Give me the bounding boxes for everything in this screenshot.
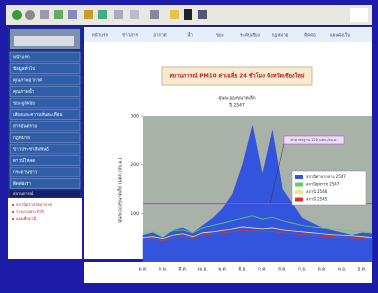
menu-label[interactable]: สารอันตราย bbox=[13, 124, 37, 130]
nav-link[interactable]: ติดต่อ bbox=[304, 33, 316, 39]
sidebar-links-bg bbox=[8, 198, 82, 259]
home-button[interactable] bbox=[68, 10, 77, 19]
menu-label[interactable]: ขยะมูลฝอย bbox=[13, 101, 35, 107]
x-tick-label: ก.ค. bbox=[258, 268, 267, 273]
folder-button[interactable] bbox=[170, 10, 179, 19]
browser-logo bbox=[350, 8, 368, 22]
menu-label[interactable]: คุณภาพน้ำ bbox=[13, 88, 35, 95]
link-bullet bbox=[12, 211, 14, 213]
x-tick-label: มี.ค. bbox=[178, 267, 187, 273]
sidebar-link[interactable]: แผนที่สถานี bbox=[16, 216, 36, 221]
legend-label: สถานี 2545 bbox=[306, 197, 328, 202]
x-tick-label: ธ.ค. bbox=[358, 267, 367, 273]
content-bottom bbox=[84, 262, 372, 283]
x-tick-label: พ.ค. bbox=[218, 267, 227, 273]
sidebar-link[interactable]: สถานีตรวจวัดอากาศ bbox=[16, 202, 52, 207]
nav-link[interactable]: อากาศ bbox=[153, 33, 166, 39]
frame-bottom bbox=[6, 283, 372, 289]
chart-subtitle: ปี 2547 bbox=[229, 103, 245, 109]
annotation: ค่ามาตรฐาน 120 มคก./ลบ.ม. bbox=[290, 138, 337, 142]
x-tick-label: ต.ค. bbox=[318, 268, 327, 273]
menu-label[interactable]: กฎหมาย bbox=[13, 136, 30, 141]
nav-link[interactable]: หน้าแรก bbox=[92, 33, 109, 39]
history-button[interactable] bbox=[98, 10, 107, 19]
x-tick-label: ม.ค. bbox=[139, 268, 148, 273]
menu-label[interactable]: ข่าวประชาสัมพันธ์ bbox=[13, 146, 49, 153]
back-button[interactable] bbox=[12, 10, 22, 20]
chart-title: สถานการณ์ PM10 ค่าเฉลี่ย 24 ชั่วโมง จังห… bbox=[169, 72, 304, 80]
nav-link[interactable]: น้ำ bbox=[187, 32, 193, 39]
tool-button[interactable] bbox=[198, 10, 207, 19]
legend-swatch bbox=[295, 198, 303, 202]
menu-active-label: สถานการณ์ bbox=[13, 191, 34, 196]
menu-label[interactable]: เสียงและความสั่นสะเทือน bbox=[13, 111, 63, 118]
y-tick-label: 300 bbox=[130, 114, 139, 120]
legend-label: สถานีศาลากลาง 2547 bbox=[306, 174, 346, 179]
menu-label[interactable]: กระดานข่าว bbox=[13, 170, 38, 176]
page: สถานการณ์ PM10 ค่าเฉลี่ย 24 ชั่วโมง จังห… bbox=[0, 0, 378, 289]
print-button[interactable] bbox=[130, 10, 139, 19]
nav-link[interactable]: กฎหมาย bbox=[272, 34, 289, 39]
x-tick-label: ก.ย. bbox=[298, 268, 306, 273]
favorites-button[interactable] bbox=[84, 10, 93, 19]
building bbox=[14, 36, 74, 46]
edit-button[interactable] bbox=[150, 10, 159, 19]
menu-label[interactable]: ข้อมูลทั่วไป bbox=[13, 65, 35, 72]
nav-link[interactable]: ข่าวสาร bbox=[122, 33, 138, 39]
y-tick-label: 100 bbox=[130, 211, 139, 217]
x-tick-label: มิ.ย. bbox=[238, 267, 247, 273]
legend-swatch bbox=[295, 190, 303, 194]
legend-label: สถานี 2546 bbox=[306, 189, 328, 194]
mail-button[interactable] bbox=[114, 10, 123, 19]
menu-label[interactable]: ดาวน์โหลด bbox=[13, 157, 35, 164]
y-tick-label: 200 bbox=[130, 162, 139, 168]
nav-link[interactable]: ระดับเสียง bbox=[240, 33, 260, 39]
h-button[interactable] bbox=[184, 9, 192, 20]
x-tick-label: ส.ค. bbox=[278, 267, 287, 273]
x-tick-label: พ.ย. bbox=[338, 267, 346, 273]
forward-button[interactable] bbox=[25, 10, 35, 20]
x-tick-label: เม.ย. bbox=[198, 268, 208, 273]
x-tick-label: ก.พ. bbox=[159, 267, 168, 273]
menu-label[interactable]: ติดต่อเรา bbox=[13, 181, 32, 187]
stop-button[interactable] bbox=[40, 10, 49, 19]
menu-label[interactable]: หน้าแรก bbox=[13, 55, 30, 61]
refresh-button[interactable] bbox=[54, 10, 63, 19]
link-bullet bbox=[12, 204, 14, 206]
nav-link[interactable]: ขยะ bbox=[216, 34, 224, 39]
menu-label[interactable]: คุณภาพอากาศ bbox=[13, 78, 42, 84]
link-bullet bbox=[12, 218, 14, 220]
legend-swatch bbox=[295, 183, 303, 187]
sidebar-link[interactable]: รายงานประจำปี bbox=[16, 209, 44, 214]
legend-swatch bbox=[295, 175, 303, 179]
